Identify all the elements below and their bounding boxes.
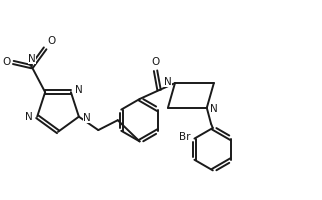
Text: N: N [83, 113, 91, 123]
Text: N: N [28, 54, 36, 64]
Text: Br: Br [179, 132, 190, 142]
Text: N: N [75, 85, 83, 95]
Text: N: N [210, 104, 217, 114]
Text: O: O [151, 57, 160, 67]
Text: O: O [47, 36, 55, 46]
Text: O: O [2, 57, 11, 67]
Text: N: N [25, 112, 33, 122]
Text: N: N [165, 77, 172, 87]
